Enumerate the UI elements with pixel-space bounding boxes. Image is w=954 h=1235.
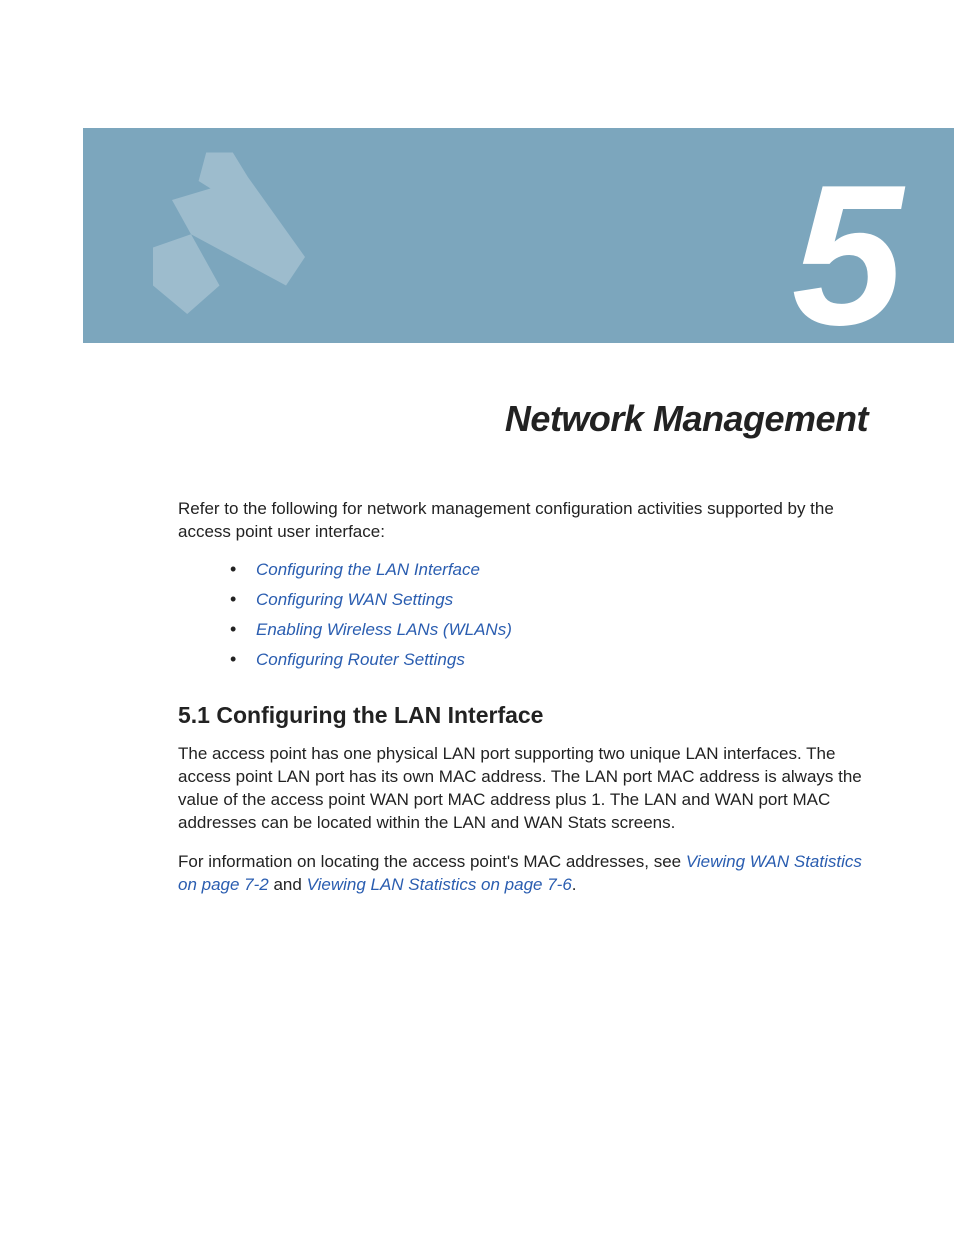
p2-text-post: . [572,875,577,894]
toc-item: Enabling Wireless LANs (WLANs) [230,619,868,642]
section-5-1-heading: 5.1 Configuring the LAN Interface [178,700,868,731]
chapter-number: 5 [792,128,899,343]
link-viewing-lan-statistics[interactable]: Viewing LAN Statistics on page 7-6 [307,875,572,894]
toc-link-configuring-router[interactable]: Configuring Router Settings [256,650,465,669]
section-5-1-paragraph-1: The access point has one physical LAN po… [178,743,868,835]
toc-link-configuring-wan[interactable]: Configuring WAN Settings [256,590,453,609]
toc-item: Configuring WAN Settings [230,589,868,612]
toc-item: Configuring Router Settings [230,649,868,672]
chapter-title: Network Management [178,395,868,444]
document-page: 5 Network Management Refer to the follow… [0,0,954,1235]
toc-link-enabling-wlans[interactable]: Enabling Wireless LANs (WLANs) [256,620,512,639]
banner-decorative-shape [153,143,343,333]
section-5-1-paragraph-2: For information on locating the access p… [178,851,868,897]
toc-link-configuring-lan[interactable]: Configuring the LAN Interface [256,560,480,579]
p2-text-mid: and [269,875,307,894]
intro-paragraph: Refer to the following for network manag… [178,498,868,544]
toc-item: Configuring the LAN Interface [230,559,868,582]
p2-text-pre: For information on locating the access p… [178,852,686,871]
chapter-banner: 5 [83,128,954,343]
page-content: Network Management Refer to the followin… [178,395,868,913]
toc-list: Configuring the LAN Interface Configurin… [178,559,868,672]
